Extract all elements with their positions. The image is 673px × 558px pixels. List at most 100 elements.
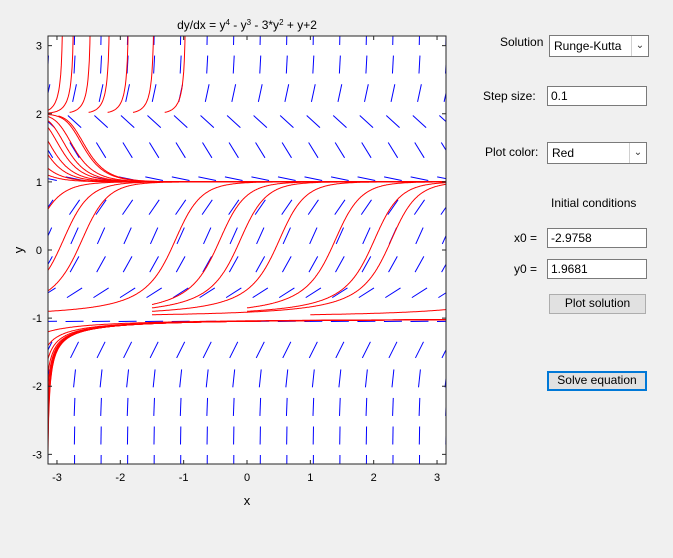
x0-field[interactable]: -2.9758 <box>547 228 647 248</box>
plot-color-dropdown[interactable]: Red ⌄ <box>547 142 647 164</box>
slope-segment <box>257 84 263 102</box>
slope-segment <box>69 256 80 273</box>
slope-segment <box>334 199 346 215</box>
axis-ticks: -3 -2 -1 0 1 2 3 -3 -2 -1 0 1 2 3 <box>32 36 446 484</box>
slope-segment <box>251 176 270 181</box>
slope-segment <box>179 369 183 388</box>
slope-segment <box>204 84 210 102</box>
slope-segment <box>125 84 130 102</box>
slope-segment <box>148 199 160 215</box>
slope-segment <box>229 341 239 359</box>
slope-segment <box>444 373 446 388</box>
slope-segment <box>252 287 269 299</box>
x-tick-label: 0 <box>244 472 250 484</box>
x-tick-label: -2 <box>115 472 125 484</box>
plot-solution-button[interactable]: Plot solution <box>549 294 646 314</box>
slope-segment <box>359 115 374 129</box>
slope-segment <box>441 348 446 359</box>
slope-segment <box>417 84 422 102</box>
solve-equation-button[interactable]: Solve equation <box>547 371 647 391</box>
slope-segment <box>66 287 83 299</box>
slope-segment <box>258 369 262 388</box>
slope-segment <box>153 397 155 416</box>
slope-segment <box>364 84 369 102</box>
plot-color-value: Red <box>552 146 575 160</box>
x-tick-label: 3 <box>434 472 440 484</box>
slope-segment <box>176 341 186 359</box>
slope-segment <box>282 341 292 359</box>
slope-segment <box>224 176 243 181</box>
slope-segment <box>122 199 134 215</box>
solution-curve <box>132 36 154 113</box>
slope-segment <box>365 55 368 74</box>
slope-segment <box>153 55 156 74</box>
solution-curve <box>152 183 446 316</box>
slope-segment <box>100 55 103 74</box>
slope-segment <box>255 142 266 159</box>
slope-segment <box>149 227 159 245</box>
slope-segment <box>360 199 372 215</box>
slope-segment <box>202 341 212 359</box>
solution-method-dropdown[interactable]: Runge-Kutta ⌄ <box>549 35 649 57</box>
slope-segment <box>309 227 318 245</box>
slope-segment <box>281 142 292 159</box>
slope-segment <box>123 227 132 245</box>
slope-segment <box>385 287 401 299</box>
slope-segment <box>335 256 345 273</box>
slope-segment <box>123 341 133 359</box>
plot-color-label: Plot color: <box>485 145 539 159</box>
slope-segment <box>199 287 216 299</box>
slope-segment <box>312 55 315 74</box>
slope-segment <box>441 234 446 245</box>
slope-segment <box>281 199 293 215</box>
solution-curve <box>88 36 110 113</box>
slope-segment <box>206 55 209 74</box>
slope-segment <box>95 142 107 159</box>
slope-segment <box>232 369 236 388</box>
slope-segment <box>48 178 57 181</box>
slope-segment <box>391 55 394 74</box>
slope-segment <box>48 256 53 266</box>
solution-method-value: Runge-Kutta <box>554 39 622 53</box>
slope-segment <box>175 256 186 273</box>
slope-segment <box>334 142 346 159</box>
slope-segment <box>361 256 372 273</box>
slope-segment <box>285 55 288 74</box>
slope-segment <box>255 341 265 359</box>
slope-segment <box>335 227 345 245</box>
slope-segment <box>282 227 291 245</box>
slope-segment <box>254 199 266 215</box>
slope-segment <box>418 55 421 74</box>
slope-segment <box>228 199 240 215</box>
slope-segment <box>175 199 187 215</box>
slope-segment <box>392 397 394 416</box>
slope-segment <box>278 287 295 299</box>
slope-segment <box>387 142 399 159</box>
initial-conditions-label: Initial conditions <box>551 196 637 210</box>
y-axis-label: y <box>11 246 26 253</box>
slope-segment <box>100 397 102 416</box>
y0-field[interactable]: 1.9681 <box>547 259 647 279</box>
slope-segment <box>126 55 129 74</box>
slope-segment <box>410 176 429 181</box>
slope-segment <box>339 397 341 416</box>
slope-segment <box>413 199 425 215</box>
step-size-field[interactable]: 0.1 <box>547 86 647 106</box>
slope-segment <box>443 90 446 102</box>
slope-segment <box>145 176 164 181</box>
slope-segment <box>414 256 425 273</box>
slope-segment <box>94 115 109 129</box>
slope-segment <box>73 397 76 416</box>
y-tick-label: 3 <box>36 41 42 53</box>
slope-segment <box>176 227 185 245</box>
slope-segment <box>69 142 80 159</box>
slope-segment <box>285 397 288 416</box>
slope-segment <box>384 176 402 181</box>
slope-segment <box>387 199 399 215</box>
slope-segment <box>308 341 318 359</box>
slope-segment <box>440 142 446 152</box>
slope-segment <box>48 199 54 209</box>
slope-segment <box>225 287 242 299</box>
slope-segment <box>228 256 239 273</box>
